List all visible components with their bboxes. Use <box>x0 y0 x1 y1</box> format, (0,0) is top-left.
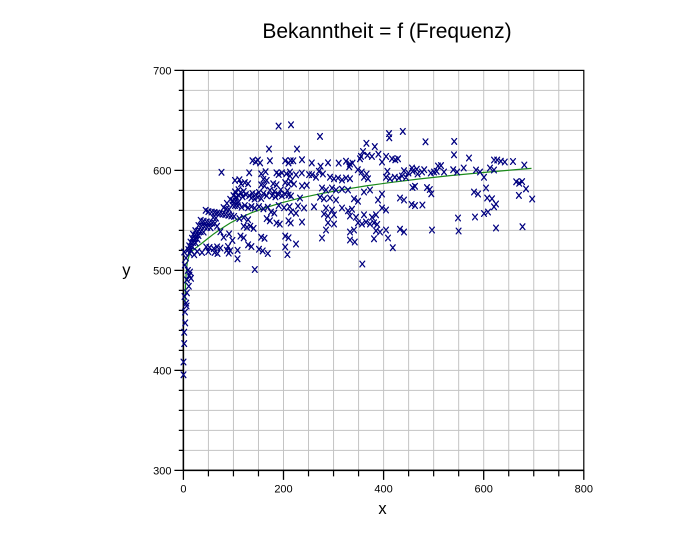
svg-text:500: 500 <box>153 266 171 278</box>
svg-text:800: 800 <box>575 484 593 496</box>
svg-text:y: y <box>122 262 131 280</box>
svg-text:600: 600 <box>153 166 171 178</box>
svg-text:0: 0 <box>180 484 186 496</box>
svg-text:Bekanntheit = f (Frequenz): Bekanntheit = f (Frequenz) <box>262 20 511 43</box>
svg-text:600: 600 <box>475 484 493 496</box>
svg-text:200: 200 <box>274 484 292 496</box>
svg-text:400: 400 <box>374 484 392 496</box>
svg-text:400: 400 <box>153 366 171 378</box>
svg-text:x: x <box>378 500 387 518</box>
svg-text:700: 700 <box>153 66 171 78</box>
svg-text:300: 300 <box>153 466 171 478</box>
